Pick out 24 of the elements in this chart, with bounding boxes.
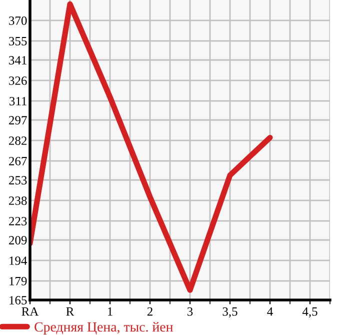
y-tick-label: 253 xyxy=(9,176,27,184)
y-tick-label: 223 xyxy=(9,216,27,226)
x-tick-label: RA xyxy=(22,307,39,316)
x-tick-label: 3 xyxy=(187,307,193,316)
y-tick-label: 370 xyxy=(9,16,27,25)
y-tick-label: 179 xyxy=(10,276,27,286)
y-tick-label: 267 xyxy=(9,156,27,166)
y-tick-label: 282 xyxy=(9,136,27,145)
x-tick-label: 3,5 xyxy=(222,307,238,318)
y-tick-label: 165 xyxy=(10,296,27,304)
legend-label: Средняя Цена, тыс. йен xyxy=(34,322,173,334)
x-tick-label: 4 xyxy=(267,307,273,316)
y-tick-label: 297 xyxy=(9,116,27,124)
x-tick-label: R xyxy=(66,307,74,316)
y-tick-label: 355 xyxy=(9,36,27,46)
y-tick-label: 326 xyxy=(9,76,27,85)
y-tick-label: 209 xyxy=(9,236,27,244)
x-tick-label: 1 xyxy=(108,307,112,316)
y-tick-label: 238 xyxy=(9,196,27,205)
x-tick-label: 2 xyxy=(147,307,152,316)
y-tick-label: 311 xyxy=(10,96,26,106)
y-tick-label: 341 xyxy=(9,56,26,64)
y-tick-label: 194 xyxy=(10,256,28,265)
x-tick-label: 4,5 xyxy=(302,307,318,318)
